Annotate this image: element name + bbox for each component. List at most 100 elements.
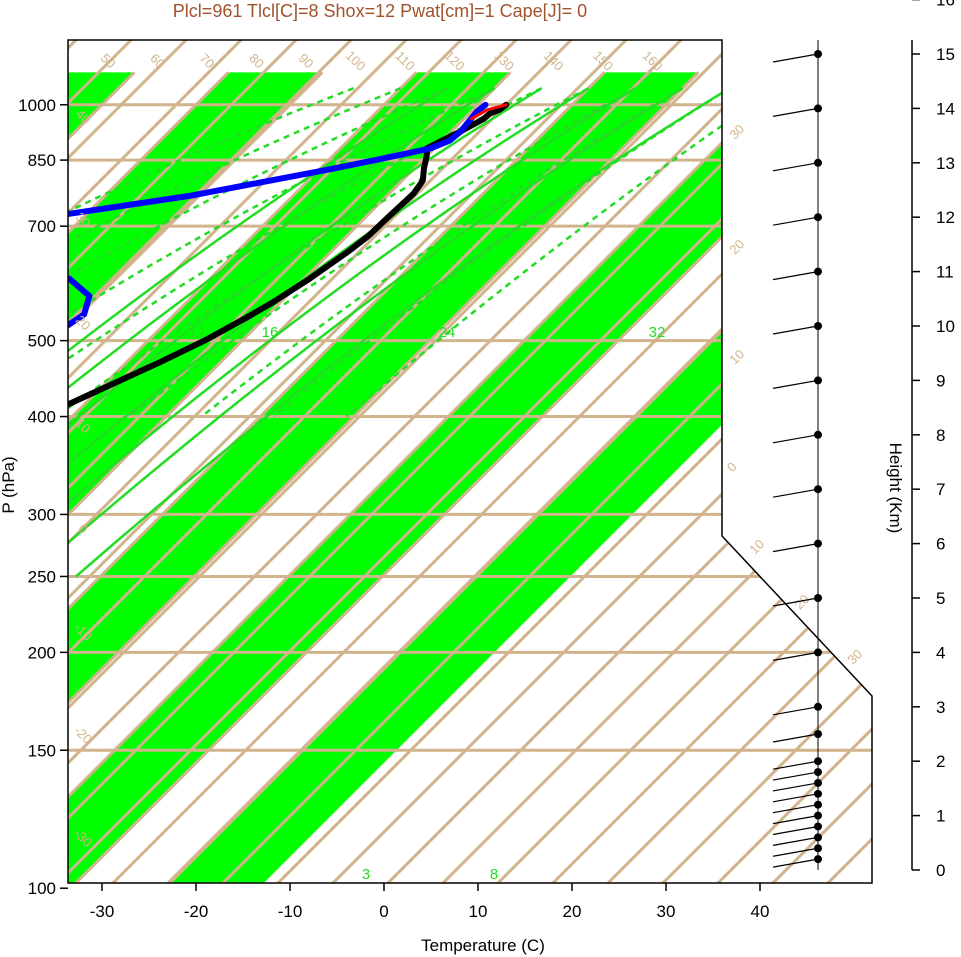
dry-adiabat-line [933,0,961,943]
wind-barb [772,434,819,444]
wind-barb [772,760,819,770]
x-tick-label: -30 [90,902,115,921]
wind-barb [772,793,819,803]
x-tick-label: -20 [184,902,209,921]
isotherm-label: 20 [726,236,747,257]
x-tick-label: 30 [657,902,676,921]
dry-adiabat-line [68,40,830,883]
moist-adiabat-label: 3 [362,866,370,883]
isotherm-line [68,71,512,883]
mixing-ratio-line [68,87,496,578]
dry-adiabat-line [68,40,872,883]
height-tick-label: 9 [936,371,945,390]
wind-barb [772,733,819,743]
wind-barb [772,782,819,792]
dry-adiabat-line [656,40,872,883]
y-tick-label: 200 [28,643,56,662]
mixing-ratio-label: 12 [189,324,206,341]
wind-barb [772,216,819,226]
y-tick-label: 1000 [18,96,56,115]
height-tick-label: 7 [936,480,945,499]
parcel-line [470,103,508,121]
x-tick-label: 20 [563,902,582,921]
height-tick-label: 12 [936,208,955,227]
chart-title: Plcl=961 Tlcl[C]=8 Shox=12 Pwat[cm]=1 Ca… [173,1,587,21]
green-band [68,72,511,883]
dry-adiabat-line [491,40,872,883]
wind-barb [772,597,819,607]
dry-adiabat-line [68,40,280,883]
height-tick-label: 13 [936,154,955,173]
dry-adiabat-line [68,40,390,883]
x-tick-label: 10 [469,902,488,921]
height-tick-label: 3 [936,698,945,717]
green-band [68,72,323,883]
dry-adiabat-line [68,40,500,883]
y-tick-label: 400 [28,408,56,427]
dry-adiabat-line [68,40,665,883]
moist-adiabat [68,87,449,418]
wind-barb [772,858,819,868]
wind-barb [772,815,819,825]
moist-adiabat-label: 8 [490,866,498,883]
x-tick-label: 0 [379,902,388,921]
wind-barb [772,162,819,172]
wind-barb [772,488,819,498]
dry-adiabat-line [68,40,335,883]
wind-barb [772,543,819,553]
height-tick-label: 5 [936,589,945,608]
dry-adiabat-line [381,40,872,883]
height-tick-label: 8 [936,426,945,445]
y-tick-label: 250 [28,567,56,586]
isotherm-label: 10 [746,536,767,557]
dry-adiabat-line [68,40,555,883]
y-tick-label: 850 [28,151,56,170]
height-tick-label: 6 [936,535,945,554]
mixing-ratio-line [68,87,590,578]
mixing-ratio-label: 32 [649,324,666,341]
isotherm-line [68,71,418,883]
mixing-ratio-line [68,87,684,578]
wind-barb [772,804,819,814]
wind-barb [772,53,819,63]
dry-adiabat-line [436,40,872,883]
moist-adiabat [68,87,355,418]
sounding-series [68,101,510,859]
x-axis-title: Temperature (C) [421,936,545,955]
wind-barb [772,825,819,836]
green-band [68,72,699,883]
mixing-ratio-line [68,87,637,578]
isotherm-label: 30 [844,646,865,667]
plot-border [67,39,873,884]
height-tick-label: 1 [936,807,945,826]
wind-barb [772,107,819,117]
isotherm-label: 10 [726,346,747,367]
mixing-ratio-label: 24 [439,324,456,341]
isotherm-line [68,71,700,883]
height-tick-label: 11 [936,263,954,282]
x-tick-label: 40 [751,902,770,921]
isotherm-label: 0 [724,459,740,475]
wind-barb [772,271,819,281]
height-tick-label: 4 [936,643,945,662]
wind-barb [772,706,819,716]
mixing-ratio-line [68,87,543,578]
isotherm-line [68,71,230,883]
moist-adiabat [128,87,637,418]
height-tick-label: 16 [936,0,955,10]
wind-barb [772,379,819,389]
wind-barb [772,771,819,781]
wind-barb [772,325,819,335]
dry-adiabat-line [546,40,872,883]
temperature-line [68,101,510,859]
pressure-axis: 100 150 200 250 300 400 500 700 850 1000 [18,96,68,898]
dewpoint-line [68,101,489,853]
isotherm-line [68,71,324,883]
isotherm-label: 30 [726,121,747,142]
moist-adiabat [68,87,590,418]
dry-adiabat-line [68,40,872,883]
green-band [68,72,872,883]
wind-barb [772,847,819,857]
